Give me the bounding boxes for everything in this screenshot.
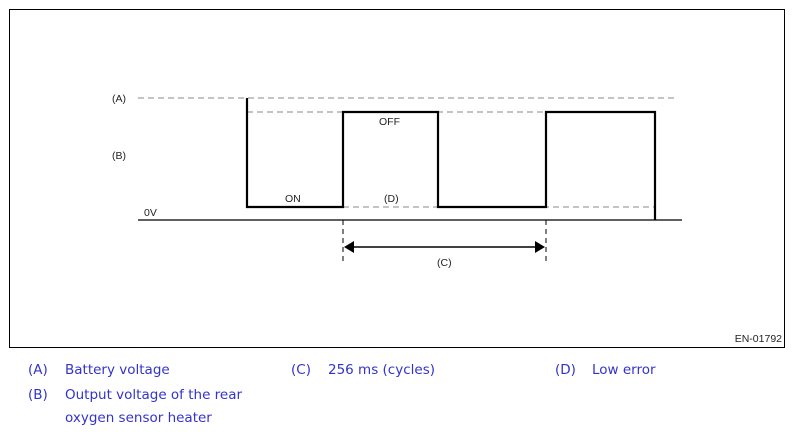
legend-text: oxygen sensor heater xyxy=(65,410,212,426)
label-c: (C) xyxy=(437,257,452,269)
legend-key: (D) xyxy=(555,362,576,378)
legend-key: (C) xyxy=(291,362,311,378)
diagram-frame xyxy=(9,9,785,348)
legend-key: (A) xyxy=(28,362,48,378)
legend-item-b: (B) Output voltage of the rear xyxy=(28,387,242,403)
label-b: (B) xyxy=(112,150,126,162)
arrowhead-right xyxy=(535,241,545,253)
figure-code: EN-01792 xyxy=(734,333,782,345)
label-d: (D) xyxy=(384,193,399,205)
legend-item-d: (D) Low error xyxy=(555,362,656,378)
legend-text: 256 ms (cycles) xyxy=(328,362,435,378)
legend-text: Low error xyxy=(592,362,656,378)
arrowhead-left xyxy=(344,241,354,253)
legend-item-c: (C) 256 ms (cycles) xyxy=(291,362,435,378)
legend-item-b-line2: oxygen sensor heater xyxy=(65,410,212,426)
label-0v: 0V xyxy=(144,207,157,219)
legend-item-a: (A) Battery voltage xyxy=(28,362,170,378)
label-on: ON xyxy=(285,193,301,205)
legend-text: Battery voltage xyxy=(65,362,170,378)
label-a: (A) xyxy=(112,93,126,105)
legend-key: (B) xyxy=(28,387,48,403)
label-off: OFF xyxy=(379,116,400,128)
square-waveform xyxy=(245,98,657,220)
legend-text: Output voltage of the rear xyxy=(65,387,243,403)
